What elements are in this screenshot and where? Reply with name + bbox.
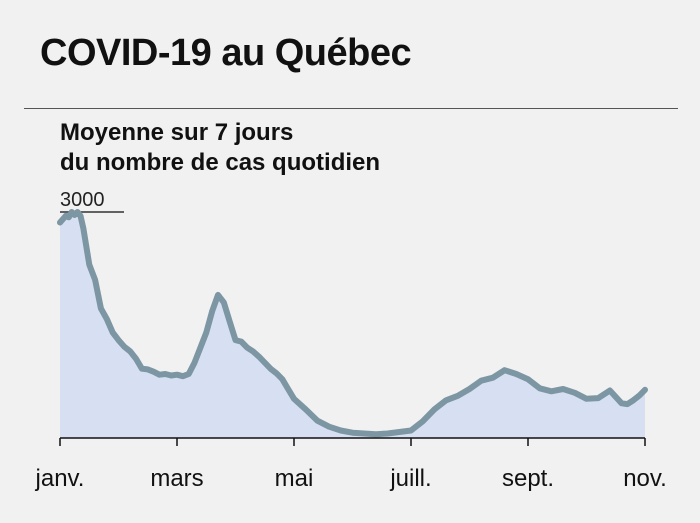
x-tick-label: mai bbox=[275, 465, 314, 492]
chart-subtitle: Moyenne sur 7 jours du nombre de cas quo… bbox=[60, 118, 380, 178]
page-title: COVID-19 au Québec bbox=[40, 32, 412, 74]
subtitle-line-2: du nombre de cas quotidien bbox=[60, 149, 381, 176]
title-divider bbox=[24, 108, 678, 109]
x-tick-label: sept. bbox=[502, 465, 554, 492]
x-tick-label: janv. bbox=[35, 465, 85, 492]
x-tick-label: nov. bbox=[623, 465, 667, 492]
x-tick-label: juill. bbox=[389, 465, 431, 492]
y-tick-label: 3000 bbox=[60, 189, 105, 211]
x-ticks: janv. mars mai juill. sept. nov. bbox=[35, 438, 667, 492]
series-line bbox=[57, 209, 648, 438]
x-tick-label: mars bbox=[150, 465, 203, 492]
area-fill bbox=[60, 212, 645, 438]
subtitle-line-1: Moyenne sur 7 jours bbox=[60, 119, 294, 146]
